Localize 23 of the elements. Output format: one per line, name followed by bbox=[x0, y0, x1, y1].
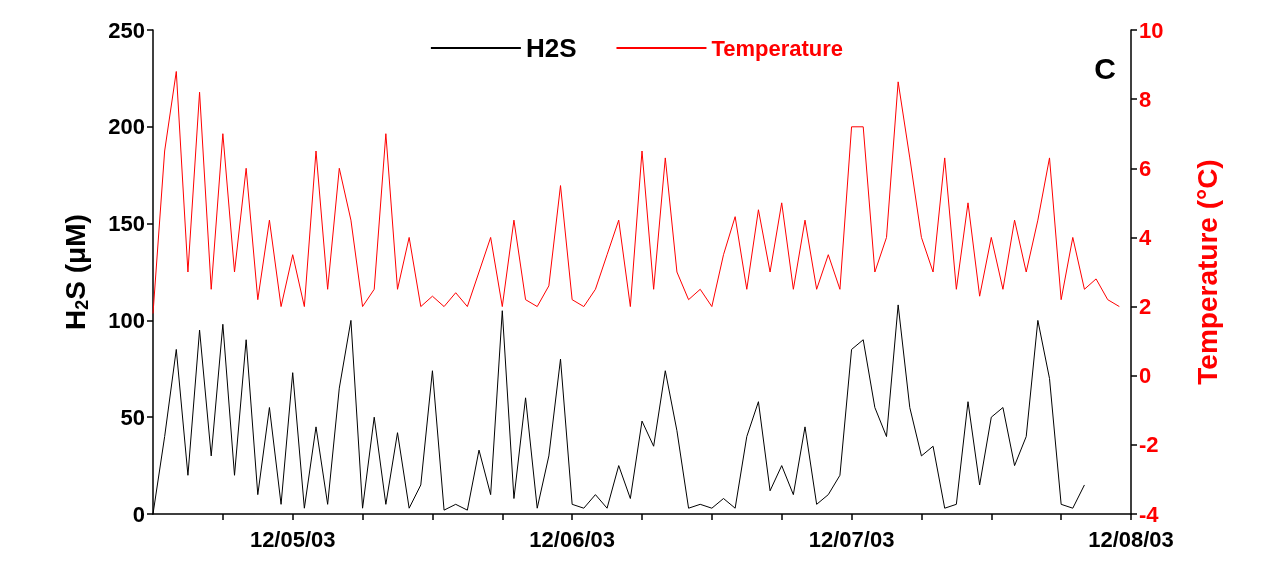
x-tick-label: 12/07/03 bbox=[808, 526, 895, 552]
x-tick-label: 12/08/03 bbox=[1088, 526, 1174, 552]
y-tick-label: 250 bbox=[108, 17, 145, 43]
x-tick-label: 12/06/03 bbox=[529, 526, 615, 552]
y2-tick-label: 8 bbox=[1139, 86, 1152, 112]
y2-tick-label: 10 bbox=[1139, 17, 1164, 43]
legend-label: Temperature bbox=[711, 35, 844, 61]
y-tick-label: 200 bbox=[108, 114, 145, 140]
y2-tick-label: 6 bbox=[1139, 155, 1152, 181]
y2-axis-title: Temperature (°C) bbox=[1191, 159, 1223, 385]
y2-tick-label: 2 bbox=[1139, 294, 1152, 320]
legend-label: H2S bbox=[525, 33, 577, 63]
annotation: C bbox=[1094, 51, 1117, 85]
y-tick-label: 0 bbox=[132, 501, 145, 527]
y2-tick-label: -4 bbox=[1139, 501, 1160, 527]
y-tick-label: 100 bbox=[108, 307, 145, 333]
y-tick-label: 50 bbox=[120, 404, 145, 430]
y-axis-title: H2S (μM) bbox=[59, 214, 92, 330]
y2-tick-label: -2 bbox=[1139, 432, 1159, 458]
y2-tick-label: 4 bbox=[1139, 224, 1152, 250]
y-tick-label: 150 bbox=[108, 211, 145, 237]
x-tick-label: 12/05/03 bbox=[249, 526, 336, 552]
y2-tick-label: 0 bbox=[1139, 363, 1152, 389]
